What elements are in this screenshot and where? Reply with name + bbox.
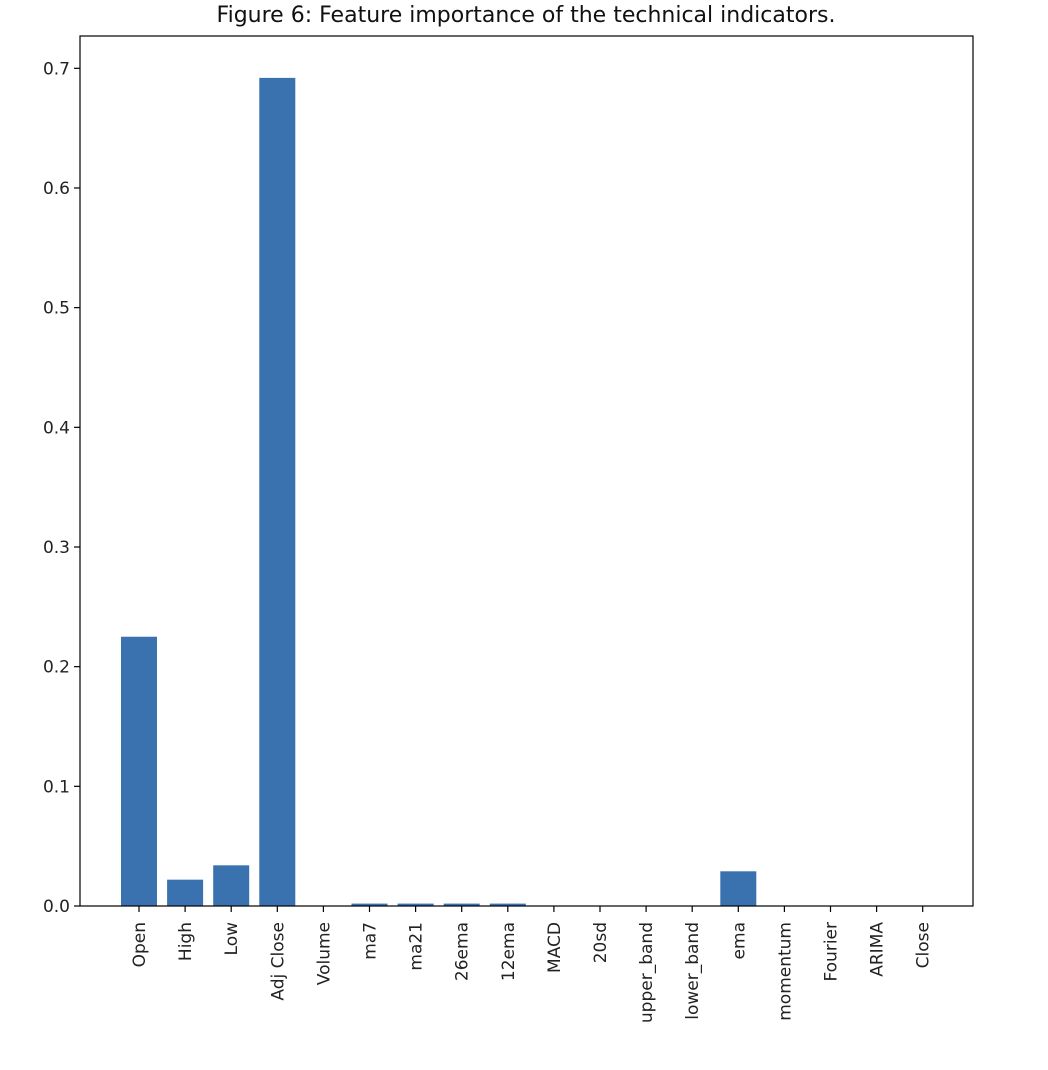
x-tick-label: momentum — [775, 922, 795, 1021]
x-tick-label: Fourier — [822, 922, 842, 982]
x-axis: Open High Low Adj Close Volume ma7 ma21 26ema 12… — [130, 906, 934, 1023]
y-tick-label: 0.0 — [43, 897, 70, 917]
bar-12ema — [489, 903, 526, 906]
y-axis: 0.0 0.1 0.2 0.3 0.4 0.5 0.6 0.7 — [43, 59, 80, 917]
y-tick-label: 0.5 — [43, 299, 70, 319]
bar-ema — [720, 871, 757, 906]
x-tick-label: Adj Close — [268, 922, 288, 1001]
y-tick-label: 0.1 — [43, 777, 70, 797]
x-tick-label: Volume — [314, 922, 334, 985]
x-tick-label: Open — [130, 922, 150, 967]
bar-high — [167, 879, 204, 906]
plot-area — [80, 36, 973, 906]
plot-frame — [79, 35, 974, 907]
x-tick-label: ARIMA — [868, 922, 888, 977]
y-tick-label: 0.6 — [43, 179, 70, 199]
bar-low — [213, 865, 250, 906]
bar-ma7 — [351, 903, 388, 906]
bars — [121, 77, 757, 906]
x-tick-label: ma21 — [407, 922, 427, 971]
x-tick-label: 26ema — [453, 922, 473, 981]
bar-open — [121, 636, 157, 906]
x-tick-label: 12ema — [499, 922, 519, 981]
bar-adj-close — [259, 77, 296, 906]
y-tick-label: 0.4 — [43, 418, 70, 438]
bar-ma21 — [397, 903, 434, 906]
x-tick-label: ma7 — [361, 922, 381, 960]
x-tick-label: MACD — [545, 922, 565, 973]
x-tick-label: ema — [729, 922, 749, 959]
y-tick-label: 0.3 — [43, 538, 70, 558]
chart-title: Figure 6: Feature importance of the tech… — [217, 3, 836, 28]
bar-26ema — [443, 903, 480, 906]
x-tick-label: upper_band — [637, 922, 657, 1023]
x-tick-label: High — [176, 922, 196, 961]
y-tick-label: 0.7 — [43, 59, 70, 79]
x-tick-label: 20sd — [591, 922, 611, 963]
x-tick-label: Low — [222, 922, 242, 956]
x-tick-label: lower_band — [683, 922, 703, 1020]
y-tick-label: 0.2 — [43, 658, 70, 678]
x-tick-label: Close — [914, 922, 934, 968]
